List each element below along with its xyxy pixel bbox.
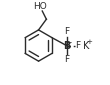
Text: HO: HO (33, 2, 47, 11)
Text: F: F (64, 27, 69, 36)
Text: −: − (65, 38, 72, 47)
Text: +: + (86, 39, 92, 45)
Text: F: F (75, 41, 80, 50)
Text: K: K (83, 41, 89, 51)
Text: F: F (64, 55, 69, 64)
Text: B: B (63, 41, 70, 51)
